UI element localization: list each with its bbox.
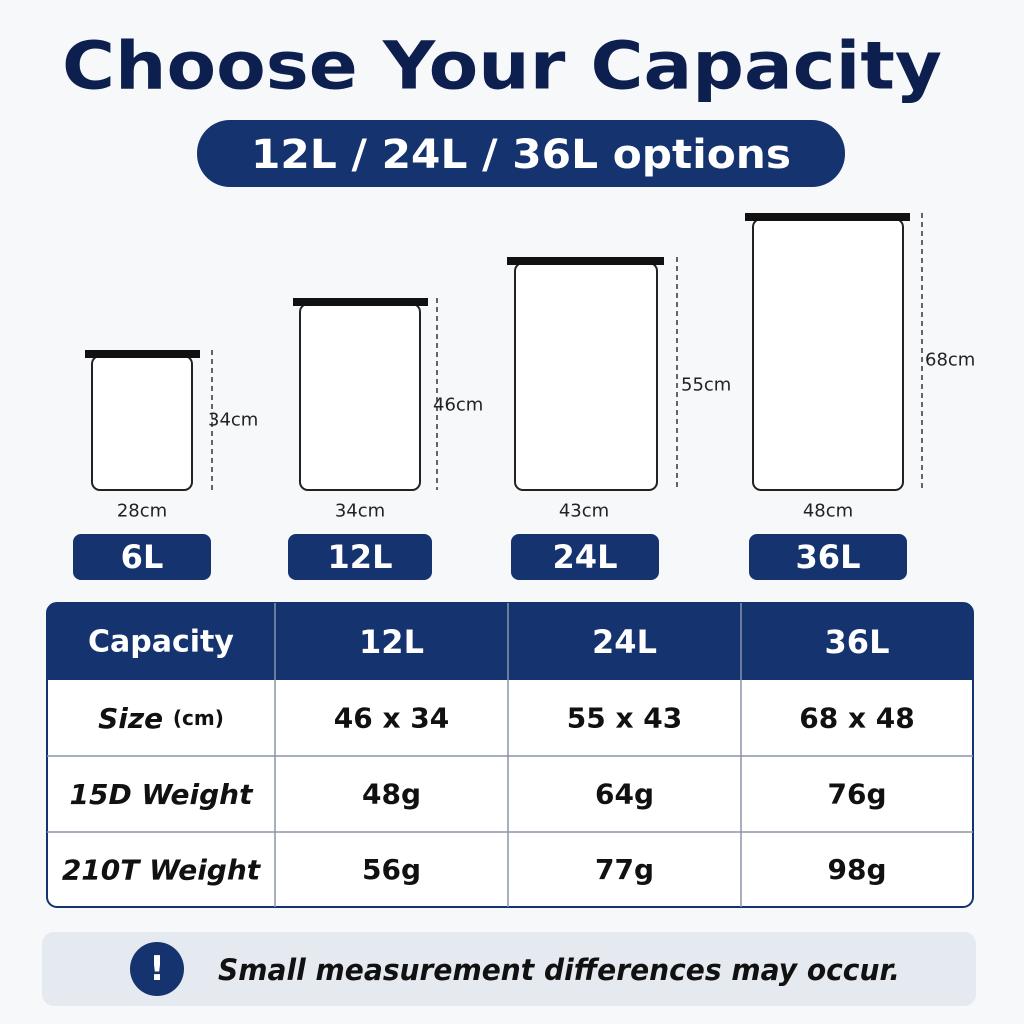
note-icon: ! <box>149 949 165 989</box>
row-label-text: Size <box>98 702 163 735</box>
row-label: 15D Weight <box>70 778 255 811</box>
bag-body <box>752 218 904 491</box>
note-box <box>42 932 976 1006</box>
title: Choose Your Capacity <box>62 28 942 105</box>
height-label: 34cm <box>208 410 258 431</box>
height-label: 55cm <box>681 375 731 396</box>
width-label: 43cm <box>559 501 609 522</box>
capacity-label: 6L <box>121 538 164 576</box>
bag-lid <box>85 350 200 358</box>
subtitle-pill <box>197 120 845 187</box>
bag-lid <box>293 298 428 306</box>
subtitle: 12L / 24L / 36L options <box>251 132 791 178</box>
bag-lid <box>745 213 910 221</box>
height-label: 46cm <box>433 395 483 416</box>
row-label-text: 210T Weight <box>62 853 262 886</box>
capacity-pill <box>511 534 659 580</box>
table-cell: 98g <box>827 853 886 886</box>
table-cell: 46 x 34 <box>334 702 450 735</box>
bag-body <box>299 303 421 491</box>
height-label: 68cm <box>925 350 975 371</box>
spec-table: Capacity 12L 24L 36L Size (cm) 46 x 34 55 x 43… <box>46 602 974 908</box>
bag-lid <box>507 257 664 265</box>
row-label-text: 15D Weight <box>70 778 255 811</box>
header-cell: 24L <box>592 623 657 661</box>
capacity-label: 24L <box>553 538 618 576</box>
row-label: 210T Weight <box>62 853 262 886</box>
header-cell: 12L <box>359 623 424 661</box>
table-cell: 56g <box>362 853 421 886</box>
table-cell: 55 x 43 <box>567 702 683 735</box>
table-cell: 64g <box>595 778 654 811</box>
capacity-label: 12L <box>328 538 393 576</box>
note-text: Small measurement differences may occur. <box>218 953 900 987</box>
table-cell: 76g <box>827 778 886 811</box>
row-label-unit: (cm) <box>173 706 224 730</box>
width-label: 48cm <box>803 501 853 522</box>
table-cell: 48g <box>362 778 421 811</box>
capacity-pill <box>288 534 432 580</box>
bags: 34cm 28cm 6L 46cm 34cm 12L 55cm 43cm 24L 68cm 48cm… <box>73 213 975 580</box>
bag-body <box>514 262 658 491</box>
table-cell: 77g <box>595 853 654 886</box>
header-cell: 36L <box>825 623 890 661</box>
note-icon-circle <box>130 942 184 996</box>
header-cell: Capacity <box>88 625 234 660</box>
width-label: 34cm <box>335 501 385 522</box>
capacity-pill <box>73 534 211 580</box>
row-label: Size (cm) <box>98 702 224 735</box>
table-cell: 68 x 48 <box>799 702 915 735</box>
width-label: 28cm <box>117 501 167 522</box>
bag-body <box>91 355 193 491</box>
capacity-label: 36L <box>796 538 861 576</box>
capacity-pill <box>749 534 907 580</box>
